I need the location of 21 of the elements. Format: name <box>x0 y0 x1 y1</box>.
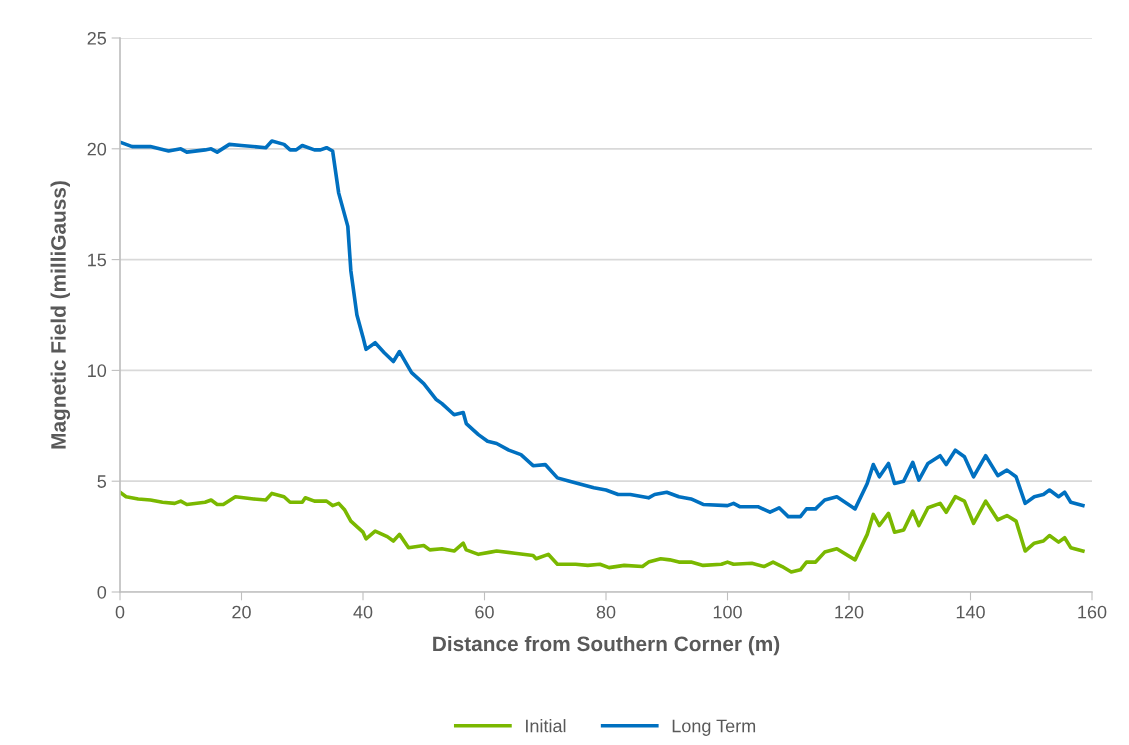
line-series <box>120 139 1085 519</box>
x-tick-label: 160 <box>1078 605 1107 619</box>
y-tick-label: 20 <box>87 142 107 156</box>
x-tick-label: 80 <box>596 605 616 619</box>
y-tick-label: 5 <box>97 475 107 488</box>
y-tick-label: 25 <box>87 31 107 45</box>
x-axis-title: Distance from Southern Corner (m) <box>433 635 780 656</box>
y-axis-title: Magnetic Field (milliGauss) <box>50 181 71 449</box>
y-tick-label: 15 <box>88 253 107 267</box>
x-tick-label: 0 <box>115 605 125 619</box>
x-tick-label: 60 <box>475 605 494 619</box>
x-tick-label: 140 <box>956 605 985 619</box>
x-tick-label: 120 <box>835 605 864 619</box>
legend-label: Initial <box>526 719 566 733</box>
y-tick-label: 10 <box>88 364 107 378</box>
x-tick-label: 100 <box>713 605 742 619</box>
legend-label: Long Term <box>672 719 756 736</box>
line-series <box>120 490 1085 574</box>
x-tick-label: 40 <box>353 605 373 619</box>
x-tick-label: 20 <box>232 605 251 619</box>
y-tick-label: 0 <box>97 585 107 599</box>
